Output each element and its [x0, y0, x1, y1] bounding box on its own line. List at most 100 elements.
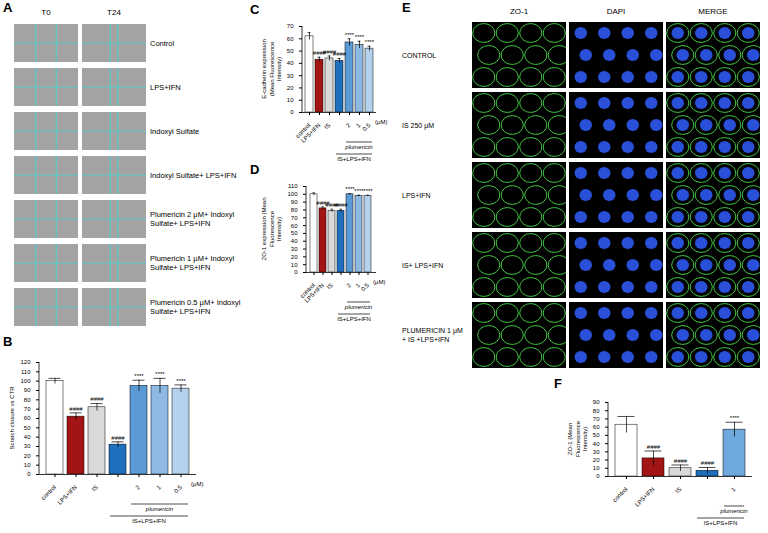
- svg-text:(μM): (μM): [373, 279, 385, 285]
- svg-text:IS: IS: [674, 486, 682, 494]
- svg-text:30: 30: [593, 449, 600, 455]
- svg-text:IS+LPS+IFN: IS+LPS+IFN: [132, 518, 166, 524]
- svg-text:60: 60: [24, 415, 31, 421]
- svg-text:60: 60: [287, 36, 294, 42]
- svg-text:90: 90: [24, 387, 31, 393]
- svg-text:80: 80: [593, 408, 600, 414]
- svg-text:IS+LPS+IFN: IS+LPS+IFN: [337, 156, 371, 162]
- svg-text:Scratch closure vs CTR: Scratch closure vs CTR: [9, 386, 15, 450]
- svg-text:####: ####: [674, 458, 688, 464]
- svg-text:Intensity): Intensity): [582, 427, 588, 451]
- svg-text:100: 100: [20, 378, 31, 384]
- svg-text:0.5: 0.5: [361, 122, 372, 133]
- svg-text:40: 40: [24, 434, 31, 440]
- svg-text:50: 50: [24, 425, 31, 431]
- svg-text:####: ####: [701, 460, 715, 466]
- svg-text:****: ****: [730, 415, 740, 421]
- svg-text:10: 10: [593, 465, 600, 471]
- svg-text:20: 20: [24, 453, 31, 459]
- html-text:Plumericin 1 μM+ Indoxyl Sulfa: Plumericin 1 μM+ Indoxyl Sulfate+ LPS+IF…: [150, 254, 235, 272]
- svg-text:60: 60: [593, 424, 600, 430]
- svg-text:control: control: [40, 484, 57, 501]
- svg-text:Intensity): Intensity): [276, 217, 282, 241]
- svg-text:30: 30: [291, 246, 298, 252]
- svg-text:Fluorescence: Fluorescence: [269, 210, 275, 247]
- svg-text:****: ****: [134, 373, 144, 379]
- html-text:Plumericin 2 μM+ Indoxyl Sulfa: Plumericin 2 μM+ Indoxyl Sulfate+ LPS+IF…: [150, 210, 235, 228]
- svg-text:plumericin: plumericin: [344, 144, 373, 150]
- svg-text:LPS+IFN: LPS+IFN: [303, 282, 325, 304]
- svg-text:60: 60: [291, 223, 298, 229]
- svg-text:20: 20: [291, 254, 298, 260]
- svg-text:####: ####: [334, 202, 348, 208]
- svg-text:40: 40: [593, 441, 600, 447]
- svg-text:70: 70: [24, 406, 31, 412]
- svg-text:****: ****: [365, 39, 375, 45]
- svg-text:20: 20: [287, 85, 294, 91]
- svg-text:IS: IS: [91, 484, 99, 492]
- svg-text:10: 10: [287, 97, 294, 103]
- svg-text:E-cadherin expression: E-cadherin expression: [261, 39, 267, 99]
- svg-text:ZO-1 expression (Mean: ZO-1 expression (Mean: [261, 197, 267, 260]
- svg-text:50: 50: [287, 48, 294, 54]
- svg-text:####: ####: [647, 444, 661, 450]
- svg-text:****: ****: [355, 34, 365, 40]
- svg-text:####: ####: [333, 51, 347, 57]
- svg-text:Fluorescence: Fluorescence: [575, 420, 581, 457]
- svg-text:****: ****: [345, 32, 355, 38]
- svg-text:****: ****: [176, 378, 186, 384]
- svg-text:30: 30: [287, 73, 294, 79]
- svg-text:80: 80: [24, 397, 31, 403]
- svg-text:control: control: [612, 486, 629, 503]
- svg-text:plumericin: plumericin: [719, 508, 748, 514]
- svg-text:0: 0: [290, 109, 294, 115]
- svg-text:110: 110: [21, 369, 31, 375]
- svg-text:LPS+IFN: LPS+IFN: [300, 122, 322, 144]
- svg-text:2: 2: [345, 282, 352, 289]
- svg-text:IS: IS: [326, 282, 334, 290]
- svg-text:80: 80: [291, 207, 298, 213]
- svg-text:40: 40: [287, 60, 294, 66]
- svg-text:90: 90: [593, 399, 600, 405]
- svg-text:####: ####: [111, 435, 125, 441]
- svg-text:(μM): (μM): [191, 481, 203, 487]
- svg-text:10: 10: [24, 462, 31, 468]
- svg-text:40: 40: [291, 238, 298, 244]
- svg-text:1: 1: [155, 484, 162, 491]
- svg-text:plumericin: plumericin: [145, 506, 174, 512]
- svg-text:(Mean Fluorescence: (Mean Fluorescence: [269, 41, 275, 96]
- svg-text:####: ####: [90, 396, 104, 402]
- svg-text:0.5: 0.5: [173, 484, 184, 495]
- svg-text:70: 70: [287, 23, 294, 29]
- svg-text:70: 70: [291, 215, 298, 221]
- svg-text:plumericin: plumericin: [344, 304, 373, 310]
- svg-text:30: 30: [24, 443, 31, 449]
- svg-text:90: 90: [291, 199, 298, 205]
- svg-text:50: 50: [291, 230, 298, 236]
- svg-text:####: ####: [69, 406, 83, 412]
- svg-text:0.5: 0.5: [360, 282, 371, 293]
- svg-text:LPS+IFN: LPS+IFN: [634, 486, 656, 508]
- svg-text:****: ****: [155, 371, 165, 377]
- svg-text:IS: IS: [323, 122, 331, 130]
- svg-text:ZO-1 (Mean: ZO-1 (Mean: [567, 423, 573, 455]
- svg-text:1: 1: [730, 486, 737, 493]
- svg-text:IS+LPS+IFN: IS+LPS+IFN: [337, 316, 371, 322]
- svg-text:2: 2: [345, 122, 352, 129]
- svg-text:70: 70: [593, 416, 600, 422]
- svg-text:100: 100: [287, 191, 298, 197]
- svg-text:IS+LPS+IFN: IS+LPS+IFN: [704, 520, 738, 526]
- svg-text:20: 20: [593, 457, 600, 463]
- svg-text:0: 0: [294, 269, 298, 275]
- svg-text:2: 2: [134, 484, 141, 491]
- svg-text:50: 50: [593, 432, 600, 438]
- svg-text:10: 10: [291, 262, 298, 268]
- svg-text:0: 0: [596, 473, 600, 479]
- svg-text:Intensity): Intensity): [276, 57, 282, 81]
- svg-text:LPS+IFN: LPS+IFN: [56, 484, 78, 506]
- svg-text:120: 120: [20, 359, 31, 365]
- svg-text:110: 110: [288, 183, 298, 189]
- svg-text:(μM): (μM): [375, 119, 387, 125]
- svg-text:****: ****: [363, 188, 373, 194]
- svg-text:0: 0: [27, 471, 31, 477]
